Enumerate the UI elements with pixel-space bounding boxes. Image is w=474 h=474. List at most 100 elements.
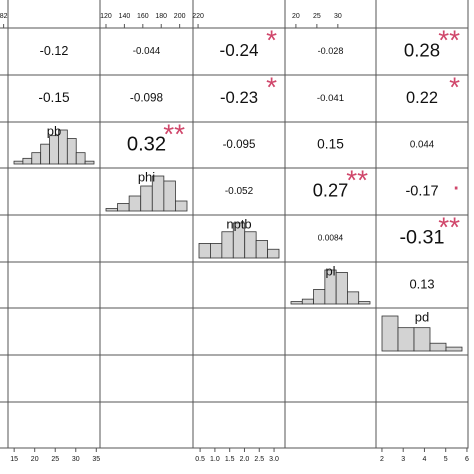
histogram-bar xyxy=(13,160,24,165)
histogram-bar xyxy=(175,200,188,212)
histogram-bar xyxy=(49,135,59,165)
top-tick-label: 82 xyxy=(0,13,8,20)
significance-stars: ** xyxy=(346,164,368,195)
histogram-bar xyxy=(301,298,314,305)
significance-stars: ** xyxy=(438,24,460,55)
correlation-value: 0.32 xyxy=(127,133,166,155)
significance-stars: ** xyxy=(438,211,460,242)
histogram-bar xyxy=(358,301,371,305)
correlation-value: 0.28 xyxy=(404,39,440,60)
bottom-tick-label: 20 xyxy=(31,456,39,463)
panel xyxy=(192,261,286,309)
correlation-value: -0.31 xyxy=(399,227,444,249)
bottom-tick-label: 3.0 xyxy=(269,456,279,463)
bottom-tick-label: 2.5 xyxy=(254,456,264,463)
histogram-bar xyxy=(198,243,211,259)
correlation-value: -0.098 xyxy=(130,92,163,105)
correlation-value: -0.24 xyxy=(220,41,259,60)
panel xyxy=(7,307,101,356)
correlation-value: 0.0084 xyxy=(318,233,344,243)
histogram-bar xyxy=(290,301,303,305)
bottom-tick-label: 3 xyxy=(401,456,405,463)
panel xyxy=(7,261,101,309)
histogram-bar xyxy=(40,143,50,165)
histogram-bar xyxy=(244,231,257,259)
top-tick-label: 25 xyxy=(313,13,321,20)
histogram-bar xyxy=(31,152,42,165)
bottom-tick-label: 0.5 xyxy=(195,456,205,463)
panel xyxy=(99,261,194,309)
histogram-bar xyxy=(381,315,399,352)
significance-stars: . xyxy=(452,164,460,195)
histogram-bar xyxy=(335,272,348,305)
correlation-value: 0.27 xyxy=(313,179,349,200)
correlation-value: -0.041 xyxy=(317,93,344,104)
panel xyxy=(0,121,9,169)
bottom-tick-label: 25 xyxy=(51,456,59,463)
histogram-bar xyxy=(75,152,86,165)
histogram-bar xyxy=(267,248,280,259)
correlation-value: 0.044 xyxy=(410,140,435,151)
variable-label: pd xyxy=(415,309,429,324)
histogram-bar xyxy=(210,243,223,259)
panel xyxy=(0,74,9,123)
histogram-bar xyxy=(22,157,33,165)
correlation-value: 0.22 xyxy=(406,89,438,107)
histogram-bar xyxy=(84,160,95,165)
correlation-value: -0.044 xyxy=(133,46,161,57)
correlation-value: -0.028 xyxy=(318,46,344,56)
bottom-tick-label: 2.0 xyxy=(240,456,250,463)
variable-label: phi xyxy=(138,169,155,184)
panel xyxy=(375,401,469,449)
significance-stars: * xyxy=(449,71,460,102)
bottom-tick-label: 5 xyxy=(444,456,448,463)
panel xyxy=(7,401,101,449)
panel xyxy=(192,401,286,449)
panel xyxy=(99,354,194,403)
correlation-value: -0.23 xyxy=(220,88,258,107)
panel xyxy=(99,214,194,263)
panel xyxy=(192,354,286,403)
histogram-bar xyxy=(313,289,326,305)
bottom-tick-label: 1.0 xyxy=(210,456,220,463)
top-tick-label: 20 xyxy=(292,13,300,20)
histogram-bar xyxy=(397,327,415,352)
panel xyxy=(284,401,377,449)
histogram-bar xyxy=(255,240,268,259)
panel xyxy=(99,401,194,449)
correlation-value: -0.17 xyxy=(405,183,438,199)
variable-label: pb xyxy=(47,123,61,138)
panel xyxy=(7,0,101,29)
panel xyxy=(284,307,377,356)
panel xyxy=(7,354,101,403)
panel xyxy=(99,307,194,356)
top-tick-label: 200 xyxy=(174,13,186,20)
panel xyxy=(7,214,101,263)
panel xyxy=(0,167,9,216)
panel xyxy=(375,354,469,403)
panel xyxy=(0,354,9,403)
histogram-bar xyxy=(140,185,153,212)
significance-stars: * xyxy=(266,71,277,102)
variable-label: nptb xyxy=(226,216,251,231)
bottom-tick-label: 15 xyxy=(10,456,18,463)
correlation-value: -0.15 xyxy=(38,90,70,105)
correlation-value: 0.13 xyxy=(409,276,434,291)
correlation-value: -0.12 xyxy=(40,44,69,58)
bottom-tick-label: 4 xyxy=(422,456,426,463)
correlation-value: -0.095 xyxy=(223,138,256,151)
bottom-tick-label: 1.5 xyxy=(225,456,235,463)
panel xyxy=(192,307,286,356)
histogram-bar xyxy=(445,346,463,352)
histogram-bar xyxy=(105,208,118,212)
histogram-bar xyxy=(429,342,447,352)
top-tick-label: 160 xyxy=(137,13,149,20)
histogram-bar xyxy=(221,231,234,259)
histogram-bar xyxy=(128,195,142,212)
bottom-tick-label: 6 xyxy=(465,456,469,463)
histogram-bar xyxy=(163,180,176,212)
histogram-bar xyxy=(117,203,130,212)
top-tick-label: 120 xyxy=(100,13,112,20)
panel xyxy=(0,27,9,76)
